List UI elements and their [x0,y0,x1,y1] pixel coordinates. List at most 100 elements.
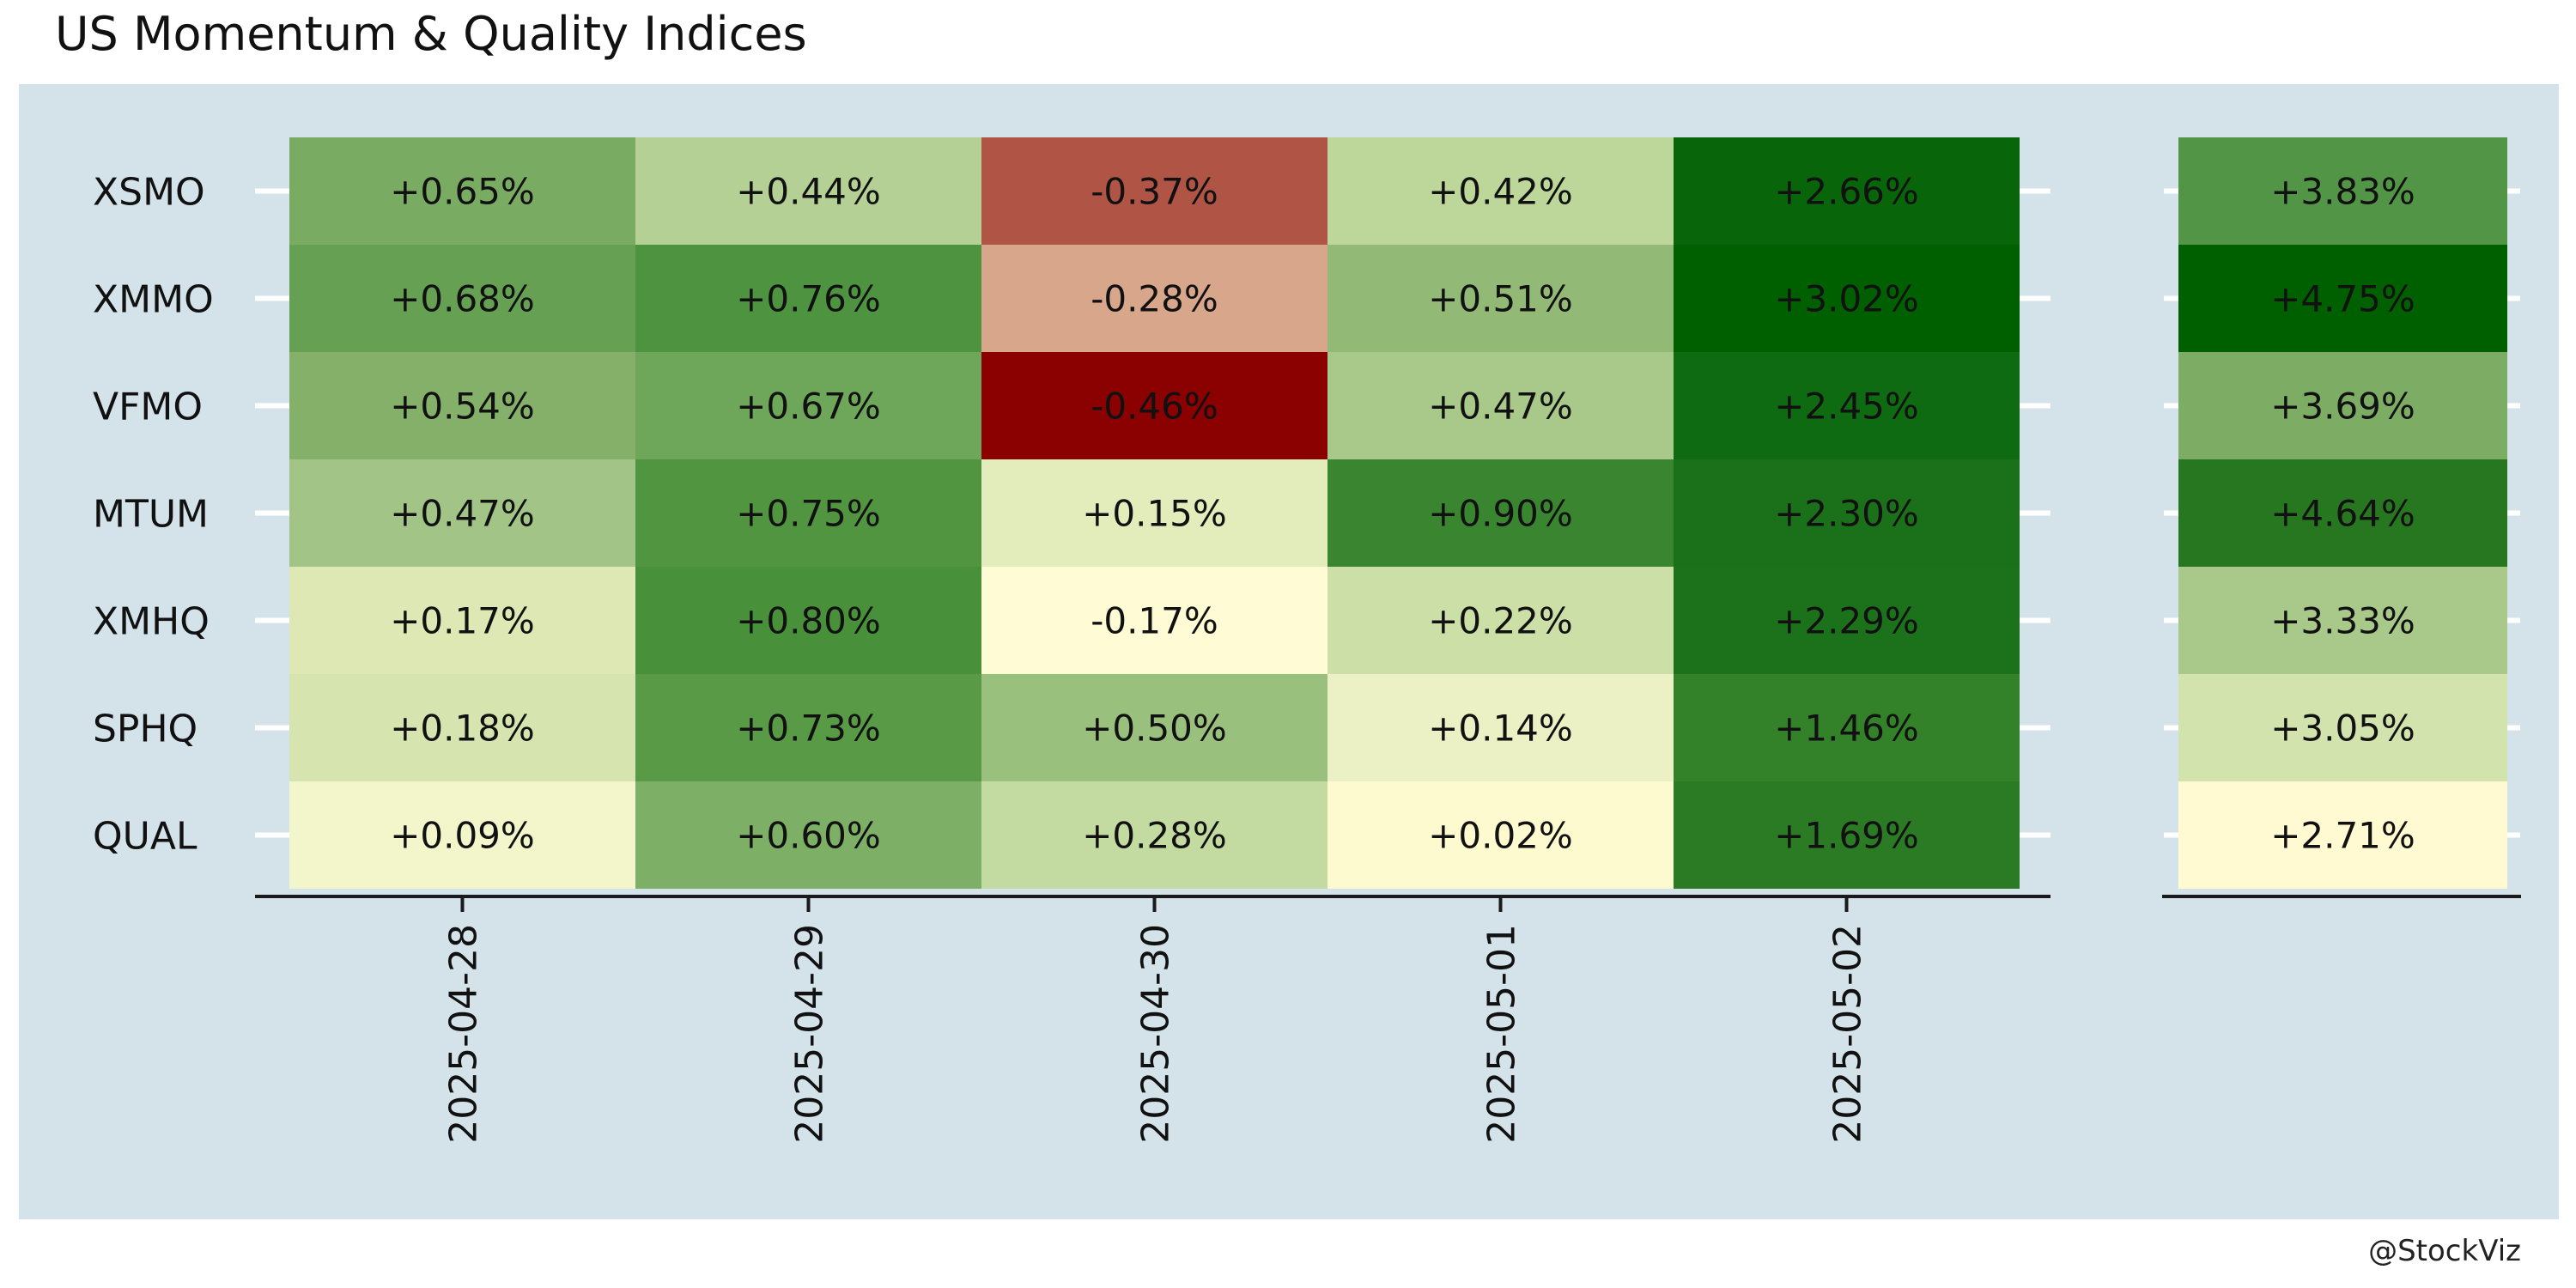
cell-label: -0.46% [1091,386,1218,428]
heatmap-cell [289,567,635,674]
cell-label: +0.47% [1428,386,1573,428]
row-label: XSMO [93,171,205,215]
cell-label: +0.18% [390,708,535,750]
heatmap-cell [981,245,1327,352]
cell-label: +0.51% [1428,278,1573,320]
heatmap-cell [635,352,981,459]
row-labels: XSMO XMMO VFMO MTUM XMHQ SPHQ QUAL [93,171,214,859]
heatmap-cell [289,459,635,567]
cell-label: +0.02% [1428,815,1573,857]
cell-label: +0.80% [736,600,881,642]
heatmap-cell [981,352,1327,459]
heatmap-cell [289,245,635,352]
cumulative-cell-label: +3.05% [2270,708,2415,750]
cell-label: +0.15% [1082,493,1227,535]
heatmap-cell [635,674,981,781]
heatmap-cell [1674,352,2020,459]
cumulative-cell-label: +3.69% [2270,386,2415,428]
cell-label: +0.60% [736,815,881,857]
row-label: MTUM [93,493,209,537]
cumulative-cell-label: +3.83% [2270,171,2415,213]
heatmap-cell [981,781,1327,889]
cumulative-cell-label: +4.64% [2270,493,2415,535]
cell-label: +2.45% [1774,386,1919,428]
cell-label: +0.67% [736,386,881,428]
chart-caption: @StockViz [2368,1234,2521,1268]
heatmap-cell [1674,137,2020,245]
cell-label: +0.17% [390,600,535,642]
heatmap-cell [981,459,1327,567]
cell-label: +0.68% [390,278,535,320]
heatmap-cell [289,137,635,245]
cumulative-cell [2178,674,2507,781]
heatmap-cell [635,781,981,889]
heatmap-cell [1327,137,1674,245]
heatmap-cell [635,245,981,352]
row-label: QUAL [93,815,197,859]
cell-label: +0.44% [736,171,881,213]
cell-label: +2.66% [1774,171,1919,213]
cumulative-cell [2178,137,2507,245]
heatmap-cell [1327,567,1674,674]
cell-label: +0.54% [390,386,535,428]
cumulative-cell [2178,781,2507,889]
x-tick-label: 2025-04-30 [1134,924,1178,1144]
heatmap-cell [1327,781,1674,889]
heatmap-cell [1674,245,2020,352]
heatmap-cell [1327,674,1674,781]
heatmap-cells: +0.65% +0.44% -0.37% +0.42% +2.66% +0.68% +0.7… [289,137,2020,889]
cell-label: -0.17% [1091,600,1218,642]
cell-label: +3.02% [1774,278,1919,320]
heatmap-cell [981,137,1327,245]
cell-label: +2.30% [1774,493,1919,535]
cell-label: +0.73% [736,708,881,750]
heatmap-cell [1327,245,1674,352]
cumulative-cell-label: +3.33% [2270,600,2415,642]
cell-label: -0.28% [1091,278,1218,320]
heatmap-cell [289,674,635,781]
cell-label: +1.69% [1774,815,1919,857]
x-tick-label: 2025-04-29 [788,924,832,1144]
heatmap-cell [635,459,981,567]
cell-label: +0.50% [1082,708,1227,750]
row-label: SPHQ [93,708,197,751]
cumulative-cell [2178,245,2507,352]
heatmap-cell [635,137,981,245]
heatmap-cell [1327,352,1674,459]
row-label: XMMO [93,278,214,322]
cell-label: -0.37% [1091,171,1218,213]
heatmap-cell [1674,459,2020,567]
cell-label: +0.28% [1082,815,1227,857]
cell-label: +0.76% [736,278,881,320]
cumulative-cell [2178,567,2507,674]
cell-label: +0.65% [390,171,535,213]
heatmap-cell [289,781,635,889]
cell-label: +0.14% [1428,708,1573,750]
cell-label: +2.29% [1774,600,1919,642]
cell-label: +0.22% [1428,600,1573,642]
cumulative-cell-label: +4.75% [2270,278,2415,320]
heatmap-cell [981,567,1327,674]
cumulative-cell [2178,352,2507,459]
chart-title: US Momentum & Quality Indices [55,7,807,61]
x-tick-label: 2025-05-02 [1826,924,1870,1144]
heatmap-cell [1674,674,2020,781]
cell-label: +0.47% [390,493,535,535]
row-label: XMHQ [93,600,210,644]
cell-label: +1.46% [1774,708,1919,750]
cumulative-cell [2178,459,2507,567]
cell-label: +0.75% [736,493,881,535]
x-axis: 2025-04-28 2025-04-29 2025-04-30 2025-05-01… [255,895,2521,1144]
cell-label: +0.09% [390,815,535,857]
cell-label: +0.42% [1428,171,1573,213]
cumulative-cell-label: +2.71% [2270,815,2415,857]
heatmap-cell [1674,567,2020,674]
cumulative-column: +3.83% +4.75% +3.69% +4.64% +3.33% +3.05% +2.7… [2178,137,2507,889]
heatmap-cell [1327,459,1674,567]
cell-label: +0.90% [1428,493,1573,535]
x-tick-label: 2025-05-01 [1480,924,1524,1144]
heatmap-cell [289,352,635,459]
heatmap-cell [635,567,981,674]
